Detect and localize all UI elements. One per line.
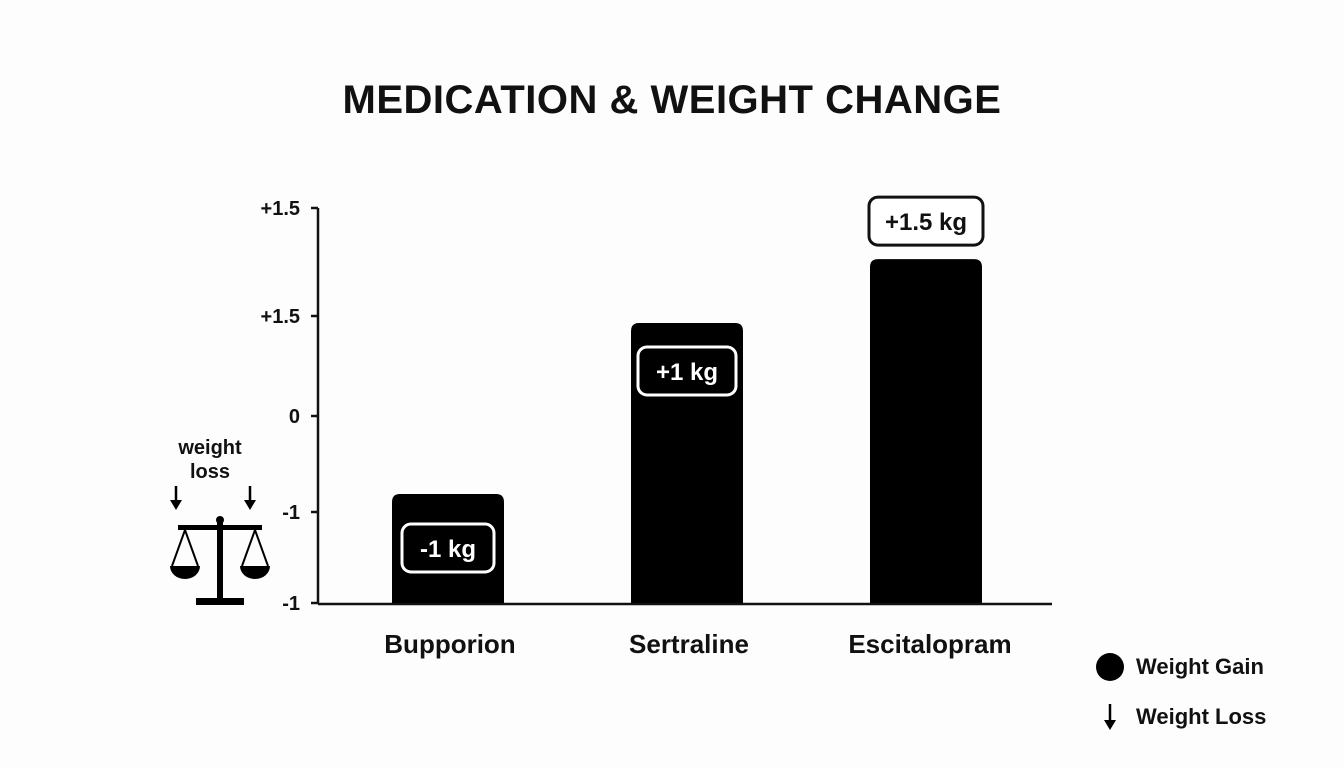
y-tick-label: 0: [289, 406, 300, 428]
chart-title: MEDICATION & WEIGHT CHANGE: [342, 78, 1002, 122]
bars-group: -1 kg +1 kg +1.5 kg: [392, 195, 985, 604]
legend-item-weight-loss: Weight Loss: [1096, 692, 1266, 742]
annotation-line-1: weight: [178, 437, 242, 459]
data-label-box: [400, 522, 496, 574]
category-labels: Bupporion Sertraline Escitalopram: [384, 629, 1011, 659]
category-label: Bupporion: [384, 629, 515, 659]
legend: Weight Gain Weight Loss: [1096, 642, 1266, 742]
bar-escitalopram: [870, 259, 982, 604]
annotation-line-2: loss: [189, 461, 231, 483]
y-axis-ticks: +1.5 +1.5 0 -1 -1: [261, 198, 318, 615]
legend-label: Weight Loss: [1136, 704, 1267, 729]
filled-circle-icon: [1096, 653, 1124, 681]
y-tick-label: -1: [282, 593, 300, 615]
y-tick-label: +1.5: [261, 306, 300, 328]
y-tick-label: +1.5: [261, 198, 300, 220]
data-label-box: [636, 345, 738, 397]
legend-label: Weight Gain: [1136, 654, 1264, 679]
category-label: Escitalopram: [848, 629, 1011, 659]
y-tick-label: -1: [282, 502, 300, 524]
category-label: Sertraline: [629, 629, 749, 659]
legend-item-weight-gain: Weight Gain: [1096, 642, 1266, 692]
data-label: +1.5 kg: [885, 209, 967, 236]
weight-loss-annotation: weight loss: [160, 436, 260, 484]
data-label: +1 kg: [656, 359, 718, 386]
data-label-box: [867, 195, 985, 247]
balance-scale-icon: [170, 486, 270, 605]
down-arrow-icon: [1104, 704, 1116, 730]
data-label: -1 kg: [420, 536, 476, 563]
